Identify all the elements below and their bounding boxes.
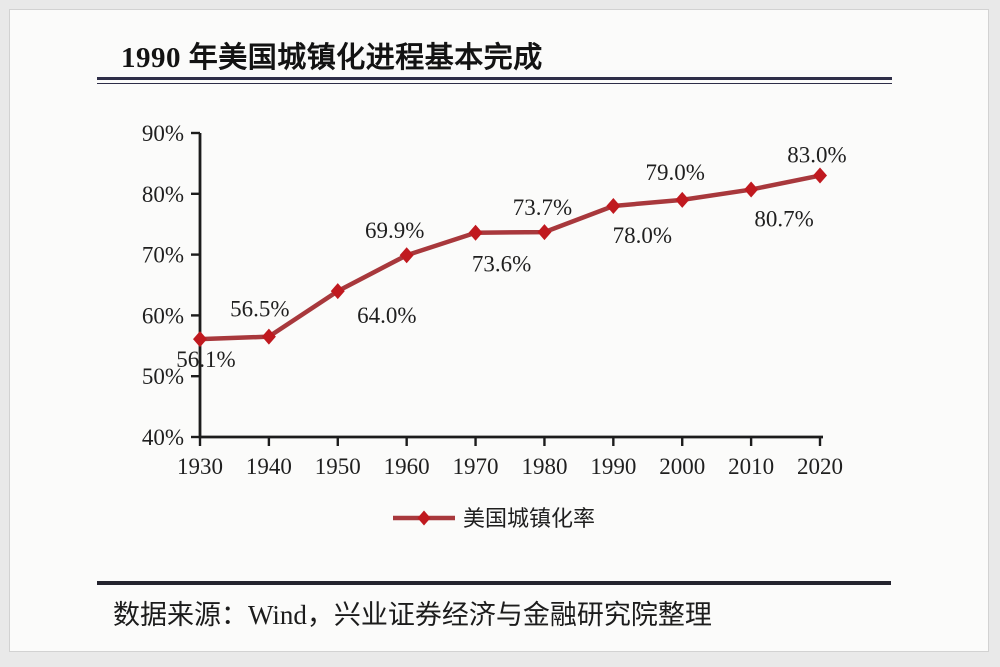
x-tick-label: 1960 <box>384 454 430 479</box>
data-label: 56.1% <box>176 347 235 372</box>
data-label: 73.6% <box>472 252 531 277</box>
page-title: 1990 年美国城镇化进程基本完成 <box>121 42 543 74</box>
data-point-marker <box>468 224 483 241</box>
data-label: 83.0% <box>787 143 846 168</box>
legend-marker <box>417 510 431 526</box>
x-tick-label: 1970 <box>453 454 499 479</box>
x-tick-label: 1980 <box>521 454 567 479</box>
x-tick-label: 2010 <box>728 454 774 479</box>
data-point-marker <box>261 328 276 345</box>
x-tick-label: 1940 <box>246 454 292 479</box>
x-tick-label: 1930 <box>177 454 223 479</box>
title-double-rule <box>97 77 892 84</box>
x-tick-label: 2000 <box>659 454 705 479</box>
x-tick-label: 1990 <box>590 454 636 479</box>
data-point-marker <box>399 247 414 264</box>
data-point-marker <box>813 167 827 184</box>
y-tick-label: 70% <box>142 243 184 268</box>
x-tick-label: 1950 <box>315 454 361 479</box>
data-label: 79.0% <box>646 160 705 185</box>
data-point-marker <box>675 191 690 208</box>
y-tick-label: 40% <box>142 425 184 450</box>
data-source-text: 数据来源：Wind，兴业证券经济与金融研究院整理 <box>113 600 712 630</box>
axes <box>198 133 823 439</box>
x-tick-label: 2020 <box>797 454 843 479</box>
data-label: 80.7% <box>754 207 813 232</box>
y-tick-label: 80% <box>142 182 184 207</box>
data-label: 64.0% <box>357 303 416 328</box>
page-frame <box>9 9 989 652</box>
y-tick-label: 90% <box>142 121 184 146</box>
footer-rule <box>97 581 891 585</box>
y-tick-label: 60% <box>142 303 184 328</box>
data-point-marker <box>330 283 345 300</box>
data-point-marker <box>193 331 207 348</box>
data-label: 69.9% <box>365 218 424 243</box>
series-line <box>197 173 823 342</box>
legend-label: 美国城镇化率 <box>463 506 595 531</box>
data-label: 73.7% <box>513 195 572 220</box>
data-label: 78.0% <box>613 223 672 248</box>
data-point-marker <box>744 181 759 198</box>
y-tick-label: 50% <box>142 364 184 389</box>
data-label: 56.5% <box>230 297 289 322</box>
data-point-marker <box>537 224 552 241</box>
data-point-marker <box>606 197 621 214</box>
